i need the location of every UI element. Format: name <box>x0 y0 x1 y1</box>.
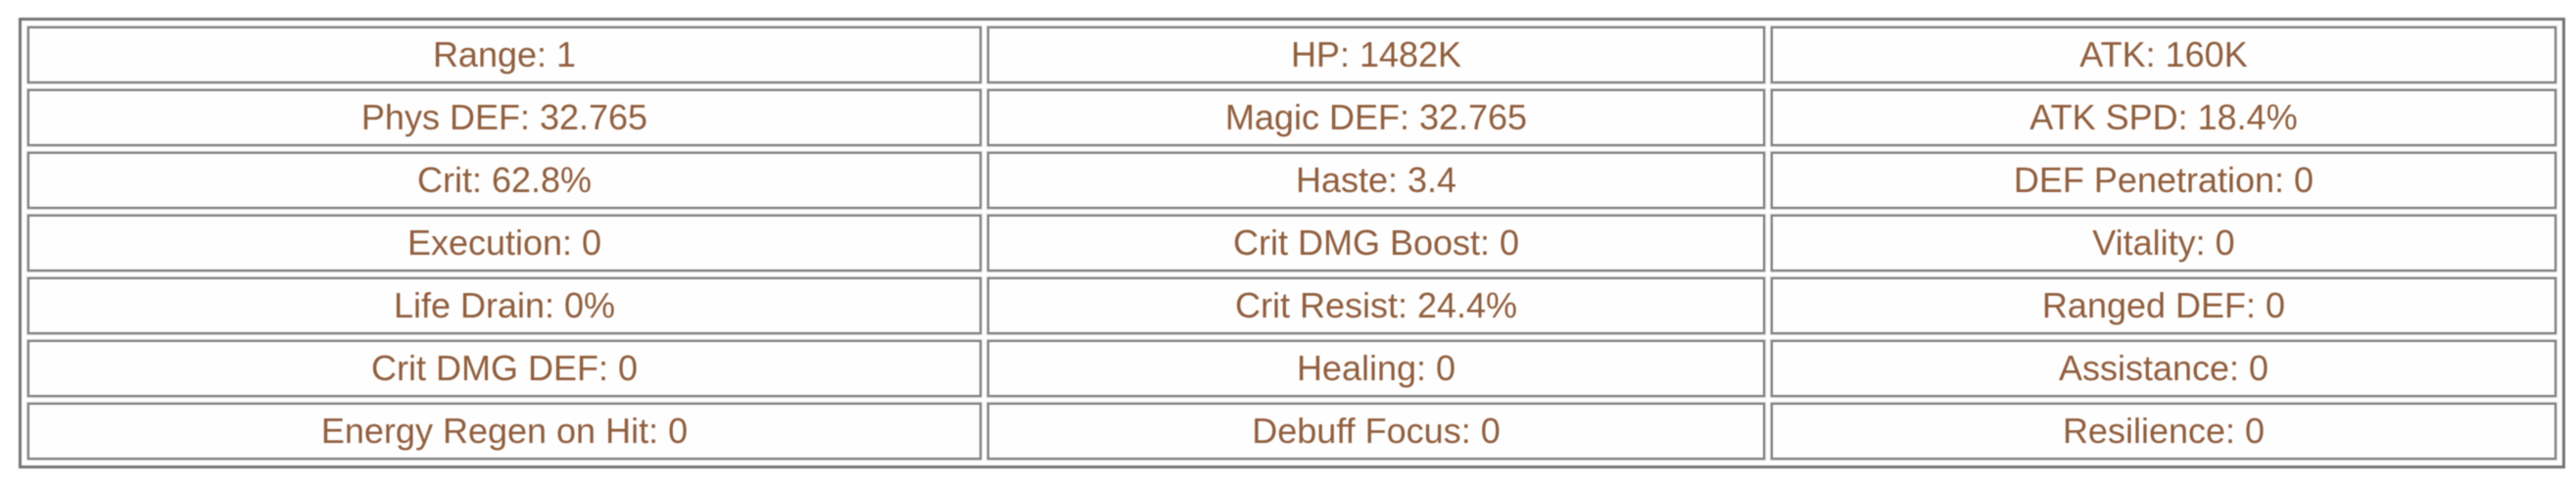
stats-table: Range: 1 HP: 1482K ATK: 160K Phys DEF: 3… <box>19 18 2565 468</box>
stat-cell-ranged-def: Ranged DEF: 0 <box>1771 277 2556 334</box>
stat-cell-assistance: Assistance: 0 <box>1771 340 2556 397</box>
stats-row-2: Phys DEF: 32.765 Magic DEF: 32.765 ATK S… <box>27 89 2556 146</box>
stats-row-1: Range: 1 HP: 1482K ATK: 160K <box>27 26 2556 83</box>
stat-cell-vitality: Vitality: 0 <box>1771 215 2556 271</box>
stat-cell-crit-dmg-def: Crit DMG DEF: 0 <box>27 340 981 397</box>
stat-cell-crit: Crit: 62.8% <box>27 152 981 209</box>
stats-panel: Range: 1 HP: 1482K ATK: 160K Phys DEF: 3… <box>19 18 2565 468</box>
stat-cell-phys-def: Phys DEF: 32.765 <box>27 89 981 146</box>
stat-cell-resilience: Resilience: 0 <box>1771 403 2556 460</box>
stat-cell-healing: Healing: 0 <box>987 340 1765 397</box>
stat-cell-crit-resist: Crit Resist: 24.4% <box>987 277 1765 334</box>
stat-cell-atk-spd: ATK SPD: 18.4% <box>1771 89 2556 146</box>
stat-cell-execution: Execution: 0 <box>27 215 981 271</box>
stat-cell-debuff-focus: Debuff Focus: 0 <box>987 403 1765 460</box>
stat-cell-magic-def: Magic DEF: 32.765 <box>987 89 1765 146</box>
stat-cell-life-drain: Life Drain: 0% <box>27 277 981 334</box>
stat-cell-crit-dmg-boost: Crit DMG Boost: 0 <box>987 215 1765 271</box>
stats-row-7: Energy Regen on Hit: 0 Debuff Focus: 0 R… <box>27 403 2556 460</box>
stat-cell-def-penetration: DEF Penetration: 0 <box>1771 152 2556 209</box>
stats-row-4: Execution: 0 Crit DMG Boost: 0 Vitality:… <box>27 215 2556 271</box>
stat-cell-haste: Haste: 3.4 <box>987 152 1765 209</box>
stat-cell-energy-regen-on-hit: Energy Regen on Hit: 0 <box>27 403 981 460</box>
stats-row-5: Life Drain: 0% Crit Resist: 24.4% Ranged… <box>27 277 2556 334</box>
stat-cell-hp: HP: 1482K <box>987 26 1765 83</box>
stats-row-3: Crit: 62.8% Haste: 3.4 DEF Penetration: … <box>27 152 2556 209</box>
stats-row-6: Crit DMG DEF: 0 Healing: 0 Assistance: 0 <box>27 340 2556 397</box>
stat-cell-range: Range: 1 <box>27 26 981 83</box>
stat-cell-atk: ATK: 160K <box>1771 26 2556 83</box>
